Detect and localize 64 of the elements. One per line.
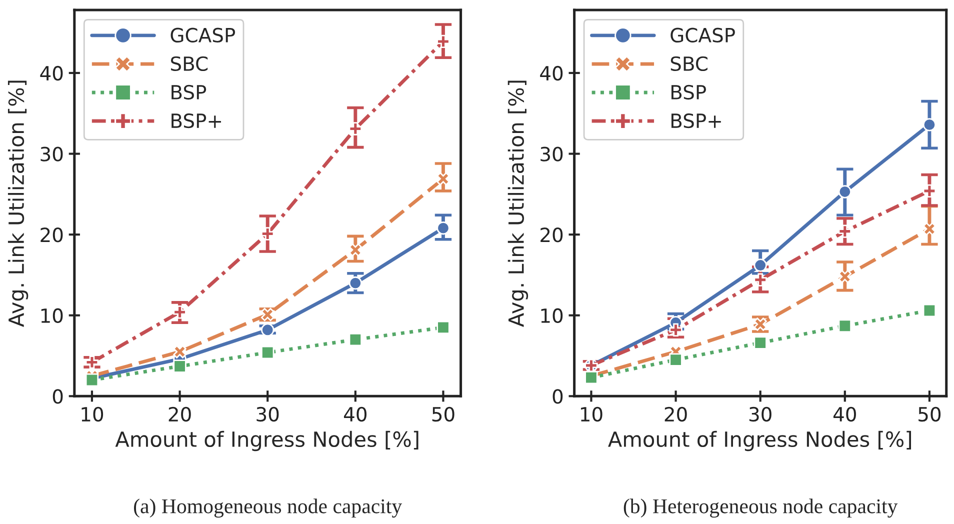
legend-label: GCASP <box>170 28 236 43</box>
x-axis-title: Amount of Ingress Nodes [%] <box>608 430 912 452</box>
y-tick-label: 0 <box>552 389 563 404</box>
y-tick-label: 40 <box>540 66 563 81</box>
point <box>436 320 450 334</box>
point <box>838 185 852 198</box>
point <box>261 227 274 240</box>
y-tick-label: 30 <box>40 146 63 162</box>
x-tick-label: 40 <box>833 406 856 422</box>
x-tick-label: 10 <box>580 406 602 422</box>
x-tick-label: 50 <box>432 406 454 422</box>
x-tick-label: 30 <box>256 406 279 422</box>
legend-label: BSP+ <box>671 113 721 128</box>
point <box>754 273 767 286</box>
x-tick-label: 40 <box>344 406 366 422</box>
point <box>173 306 186 319</box>
point <box>173 360 186 373</box>
point <box>922 304 936 318</box>
legend-label: SBC <box>170 56 208 72</box>
point <box>838 270 852 284</box>
point <box>85 356 99 369</box>
point <box>348 332 362 346</box>
point <box>261 308 274 322</box>
point <box>838 319 852 332</box>
y-tick-label: 0 <box>52 389 63 404</box>
point <box>922 184 936 198</box>
point <box>261 346 274 360</box>
x-tick-label: 10 <box>82 406 104 422</box>
text: (a) Homogeneous node capacity <box>134 498 402 518</box>
point <box>669 353 682 366</box>
point <box>261 323 274 336</box>
y-tick-label: 40 <box>40 66 63 81</box>
point <box>348 276 362 290</box>
x-tick-label: 30 <box>749 406 772 422</box>
point <box>436 172 450 186</box>
legend-label: BSP <box>172 84 206 100</box>
y-tick-label: 10 <box>541 308 563 324</box>
x-tick-label: 20 <box>664 406 687 422</box>
point <box>669 323 682 336</box>
text: (b) Heterogeneous node capacity <box>624 498 898 518</box>
y-tick-label: 30 <box>540 146 563 162</box>
point <box>348 243 362 257</box>
y-tick-label: 20 <box>540 228 563 242</box>
x-tick-label: 20 <box>168 406 191 422</box>
legend-label: SBC <box>670 56 708 72</box>
point <box>754 318 767 331</box>
y-axis-title: Avg. Link Utilization [%] <box>508 80 528 327</box>
point <box>436 222 450 235</box>
point <box>754 336 767 350</box>
legend-label: BSP+ <box>172 113 221 128</box>
legend-label: GCASP <box>670 28 735 43</box>
y-tick-label: 10 <box>41 308 63 324</box>
point <box>922 118 936 132</box>
point <box>838 224 852 238</box>
y-tick-label: 20 <box>40 228 63 242</box>
point <box>436 34 450 48</box>
y-axis-title: Avg. Link Utilization [%] <box>8 80 28 327</box>
point <box>922 222 936 236</box>
x-tick-label: 50 <box>918 406 941 422</box>
point <box>754 258 767 272</box>
legend-label: BSP <box>671 84 706 100</box>
x-axis-title: Amount of Ingress Nodes [%] <box>115 430 418 452</box>
point <box>173 345 186 358</box>
point <box>348 122 362 136</box>
